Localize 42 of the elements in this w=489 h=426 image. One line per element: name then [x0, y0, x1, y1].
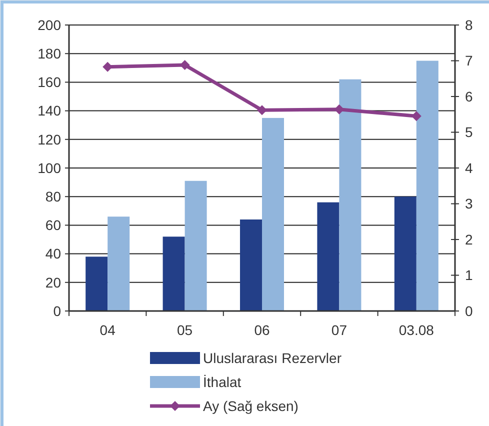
y-tick-label: 100: [38, 160, 62, 176]
y-tick-label: 60: [45, 217, 62, 234]
point: [257, 105, 267, 116]
y-tick-label: 80: [45, 188, 62, 204]
y2-tick-label: 0: [465, 302, 473, 319]
bar: [394, 196, 416, 311]
point: [334, 104, 344, 114]
bar: [317, 202, 340, 311]
y-tick-label: 40: [45, 246, 62, 262]
legend-label: Ay (Sağ eksen): [203, 398, 298, 414]
x-tick-label: 04: [100, 322, 116, 338]
x-tick-label: 07: [331, 322, 348, 338]
y-tick-label: 160: [38, 74, 62, 90]
y-tick-label: 20: [45, 274, 62, 290]
y2-tick-label: 8: [465, 16, 473, 33]
y2-tick-label: 6: [465, 88, 473, 104]
legend-label: Uluslararası Rezervler: [203, 350, 342, 366]
y2-tick-label: 7: [465, 52, 473, 69]
y-tick-label: 140: [38, 102, 62, 119]
y2-tick-label: 1: [465, 267, 473, 284]
y2-tick-label: 5: [465, 124, 473, 140]
y2-tick-label: 2: [465, 231, 473, 248]
bar: [416, 60, 438, 311]
y2-tick-label: 4: [465, 160, 473, 176]
bar: [339, 79, 362, 311]
x-tick-label: 03.08: [398, 322, 434, 338]
bar: [184, 180, 207, 311]
x-tick-label: 06: [254, 322, 270, 338]
legend-label: İthalat: [203, 374, 242, 390]
point: [411, 111, 422, 122]
bar: [162, 236, 185, 311]
x-tick-label: 05: [177, 322, 193, 338]
bar: [108, 216, 130, 311]
bar: [240, 219, 262, 311]
y-tick-label: 180: [38, 46, 62, 62]
y-tick-label: 200: [38, 16, 62, 33]
bar: [86, 256, 108, 311]
y2-tick-label: 3: [465, 196, 473, 212]
bar: [262, 118, 284, 311]
y-tick-label: 120: [38, 131, 62, 148]
point: [180, 60, 190, 70]
y-tick-label: 0: [53, 302, 62, 319]
